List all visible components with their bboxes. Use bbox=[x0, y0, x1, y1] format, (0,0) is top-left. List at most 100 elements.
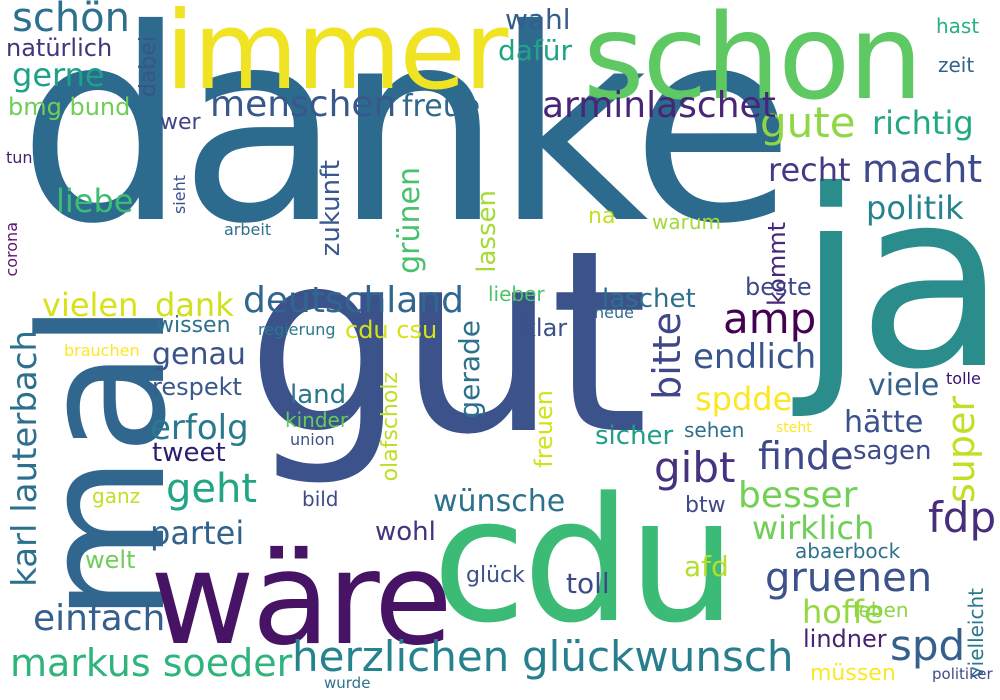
word: abaerbock bbox=[795, 539, 901, 563]
word: spdde bbox=[695, 380, 793, 418]
word: bmg bund bbox=[8, 93, 131, 121]
word: warum bbox=[652, 210, 721, 234]
word: viele bbox=[868, 368, 940, 403]
word: gibt bbox=[654, 443, 736, 492]
word: neue bbox=[594, 303, 634, 322]
word: brauchen bbox=[64, 341, 140, 360]
word: beste bbox=[745, 273, 812, 301]
word: lassen bbox=[472, 190, 502, 273]
word: politiker bbox=[932, 665, 993, 683]
word: ja bbox=[797, 138, 1000, 423]
word: olafscholz bbox=[378, 372, 403, 482]
word: wissen bbox=[156, 313, 231, 338]
word: cdu bbox=[432, 460, 737, 661]
word: dank bbox=[155, 286, 234, 324]
word: tweet bbox=[152, 438, 226, 468]
word: corona bbox=[2, 222, 21, 277]
word: zeit bbox=[938, 53, 975, 77]
word: vielen bbox=[42, 286, 139, 324]
word: hätte bbox=[844, 405, 924, 440]
word: kinder bbox=[285, 408, 349, 432]
word: politik bbox=[866, 189, 964, 227]
word: bild bbox=[302, 487, 339, 511]
word: endlich bbox=[693, 337, 817, 377]
word: macht bbox=[862, 147, 983, 191]
word: welt bbox=[85, 546, 136, 574]
word: super bbox=[939, 396, 983, 504]
word: freuen bbox=[530, 390, 558, 468]
word: recht bbox=[768, 151, 851, 189]
word: arbeit bbox=[224, 220, 272, 239]
word: gute bbox=[760, 98, 856, 147]
word: land bbox=[290, 380, 347, 410]
word: wer bbox=[160, 110, 201, 135]
word: amp bbox=[723, 294, 817, 343]
word: natürlich bbox=[6, 34, 113, 62]
word: müssen bbox=[810, 661, 896, 686]
word: danke bbox=[18, 0, 795, 282]
word: sehen bbox=[684, 418, 745, 442]
word: dabei bbox=[136, 36, 161, 98]
word: herzlichen bbox=[292, 632, 510, 681]
word: laschet bbox=[602, 284, 696, 314]
word: arminlaschet bbox=[542, 85, 776, 126]
word: besser bbox=[738, 475, 858, 516]
word: wahl bbox=[505, 3, 571, 36]
word: klar bbox=[522, 314, 568, 342]
word: freue bbox=[402, 89, 481, 124]
word: genau bbox=[152, 337, 246, 372]
word: bitte bbox=[645, 312, 689, 400]
word: zukunft bbox=[316, 160, 346, 257]
word: finde bbox=[758, 434, 854, 478]
word: hoffe bbox=[802, 593, 884, 631]
word: respekt bbox=[152, 373, 242, 401]
word: lieber bbox=[488, 282, 545, 306]
word: sagen bbox=[853, 436, 932, 466]
word: wohl bbox=[375, 517, 436, 547]
word: liebe bbox=[56, 182, 134, 220]
word: lindner bbox=[803, 625, 887, 653]
word: spd bbox=[890, 621, 966, 670]
word: grünen bbox=[392, 167, 427, 274]
word: afd bbox=[684, 550, 729, 583]
word: steht bbox=[776, 420, 812, 436]
word: glück bbox=[466, 563, 525, 588]
word: btw bbox=[685, 493, 726, 518]
word: richtig bbox=[872, 104, 974, 142]
word: wünsche bbox=[433, 484, 566, 519]
word: deutschland bbox=[243, 280, 465, 321]
word: schön bbox=[12, 0, 131, 41]
word: leben bbox=[853, 598, 909, 622]
word: gerade bbox=[453, 320, 486, 419]
word: tolle bbox=[946, 369, 981, 388]
word: ganz bbox=[92, 484, 141, 508]
word: gerne bbox=[12, 56, 105, 94]
word: einfach bbox=[33, 598, 166, 639]
word: partei bbox=[150, 514, 245, 552]
word: gut bbox=[246, 197, 648, 490]
word: sicher bbox=[595, 421, 674, 451]
word: toll bbox=[566, 567, 610, 600]
word: na bbox=[588, 204, 616, 229]
word: tun bbox=[6, 148, 33, 167]
word: menschen bbox=[210, 84, 397, 125]
word: schon bbox=[583, 0, 923, 126]
word: immer bbox=[165, 0, 508, 114]
word: wirklich bbox=[752, 509, 875, 547]
word: karl lauterbach bbox=[5, 330, 45, 587]
word: cdu csu bbox=[345, 316, 438, 344]
word: dafür bbox=[498, 34, 573, 67]
word: fdp bbox=[928, 493, 997, 542]
word: glückwunsch bbox=[522, 632, 794, 681]
word: sieht bbox=[170, 175, 189, 215]
word: geht bbox=[166, 466, 258, 512]
word: markus soeder bbox=[10, 641, 293, 685]
word: gruenen bbox=[765, 555, 933, 601]
word: wurde bbox=[324, 674, 371, 692]
word: erfolg bbox=[150, 408, 249, 448]
word: union bbox=[290, 430, 335, 449]
word: hast bbox=[936, 14, 980, 38]
word: wäre bbox=[150, 525, 453, 674]
word: regierung bbox=[258, 320, 336, 339]
